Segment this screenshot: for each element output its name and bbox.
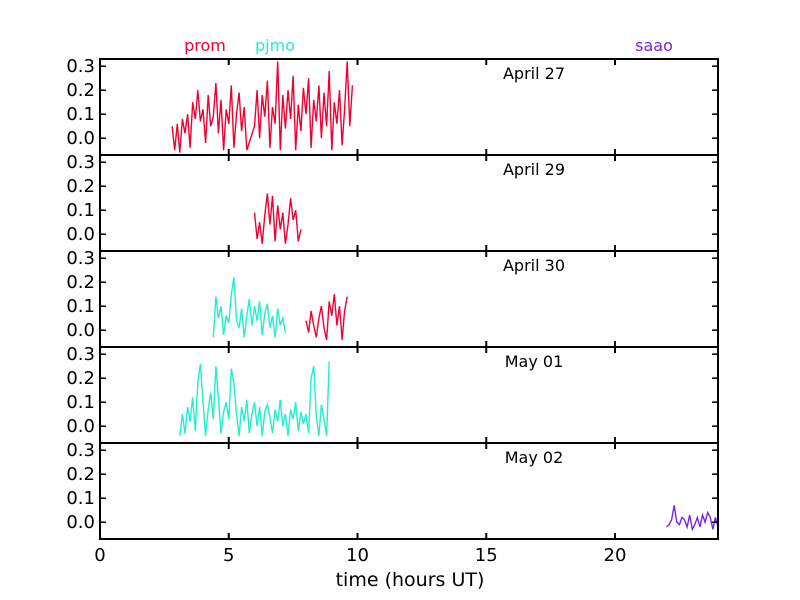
series-line-prom xyxy=(171,61,354,153)
y-tick-label: 0.2 xyxy=(66,176,95,197)
y-tick-label: 0.2 xyxy=(66,368,95,389)
x-tick-label: 0 xyxy=(94,545,105,566)
y-tick-label: 0.2 xyxy=(66,272,95,293)
panel-1: 0.0 0.1 0.2 0.3 April 27 xyxy=(66,56,719,156)
y-tick-label: 0.1 xyxy=(66,200,95,221)
x-tick-label: 20 xyxy=(604,545,627,566)
series-line-prom xyxy=(253,193,302,244)
legend-entry-pjmo: pjmo xyxy=(255,36,295,55)
panel-title: April 27 xyxy=(503,64,565,83)
y-tick-label: 0.3 xyxy=(66,440,95,461)
x-tick-label: 5 xyxy=(223,545,234,566)
panel-title: May 02 xyxy=(505,448,564,467)
panel-title: April 30 xyxy=(503,256,565,275)
panel-3: 0.0 0.1 0.2 0.3 April 30 xyxy=(66,248,719,348)
y-tick-label: 0.0 xyxy=(66,128,95,149)
y-tick-label: 0.0 xyxy=(66,224,95,245)
panel-title: April 29 xyxy=(503,160,565,179)
x-axis: 0 5 10 15 20 xyxy=(94,545,626,566)
y-tick-label: 0.0 xyxy=(66,512,95,533)
x-axis-label: time (hours UT) xyxy=(336,569,485,591)
y-tick-label: 0.3 xyxy=(66,344,95,365)
y-tick-label: 0.0 xyxy=(66,416,95,437)
series-line-prom xyxy=(305,294,348,340)
panel-4: 0.0 0.1 0.2 0.3 May 01 xyxy=(66,344,719,444)
panel-2: 0.0 0.1 0.2 0.3 April 29 xyxy=(66,152,719,252)
x-tick-label: 10 xyxy=(346,545,369,566)
panel-title: May 01 xyxy=(505,352,564,371)
y-tick-label: 0.3 xyxy=(66,56,95,77)
panels: 0.0 0.1 0.2 0.3 April 27 0.0 0.1 0.2 0.3 April 29… xyxy=(66,56,719,540)
y-tick-label: 0.1 xyxy=(66,488,95,509)
panel-frame xyxy=(99,154,719,252)
panel-5: 0.0 0.1 0.2 0.3 May 02 xyxy=(66,440,719,540)
y-tick-label: 0.2 xyxy=(66,80,95,101)
x-tick-label: 15 xyxy=(475,545,498,566)
panel-frame xyxy=(99,442,719,540)
panel-frame xyxy=(99,346,719,444)
legend-entry-saao: saao xyxy=(635,36,673,55)
y-tick-label: 0.1 xyxy=(66,104,95,125)
y-tick-label: 0.3 xyxy=(66,152,95,173)
series-line-pjmo xyxy=(212,277,287,338)
series-line-pjmo xyxy=(179,361,330,436)
y-tick-label: 0.3 xyxy=(66,248,95,269)
legend: prom pjmo saao xyxy=(184,36,673,55)
legend-entry-prom: prom xyxy=(184,36,226,55)
panel-frame xyxy=(99,250,719,348)
y-tick-label: 0.1 xyxy=(66,296,95,317)
y-tick-label: 0.1 xyxy=(66,392,95,413)
y-tick-label: 0.2 xyxy=(66,464,95,485)
series-line-saao xyxy=(666,505,719,532)
y-tick-label: 0.0 xyxy=(66,320,95,341)
